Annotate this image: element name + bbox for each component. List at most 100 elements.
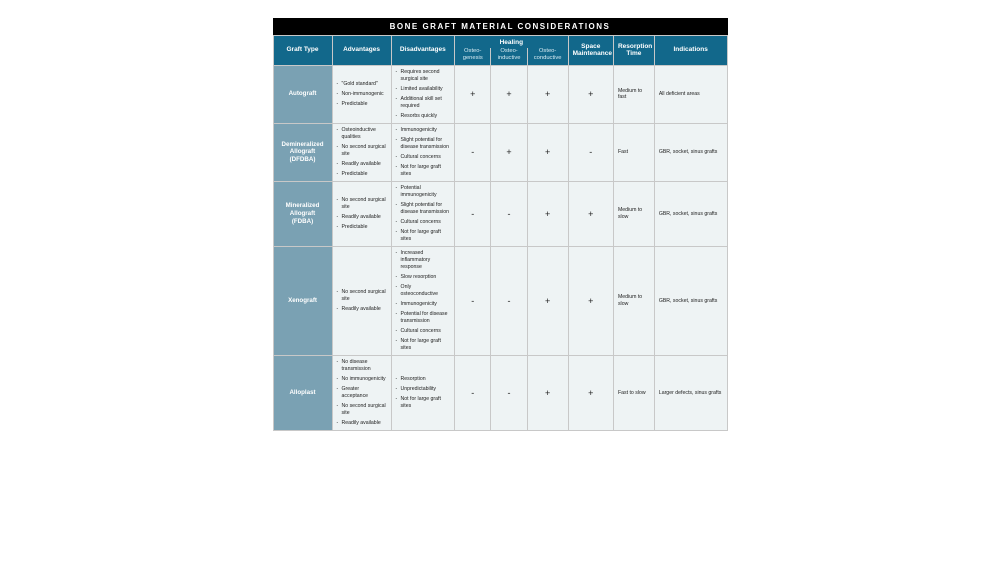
osteoconductive-cell: + bbox=[527, 65, 568, 123]
list-item: Increased inflammatory response bbox=[396, 250, 451, 274]
disadvantages-cell: ResorptionUnpredictabilityNot for large … bbox=[391, 356, 455, 431]
list-item: Potential for disease transmission bbox=[396, 311, 451, 328]
list-item: No second surgical site bbox=[337, 289, 387, 306]
list-item: Not for large graft sites bbox=[396, 396, 451, 410]
space-cell: + bbox=[568, 65, 613, 123]
table-row: AlloplastNo disease transmissionNo immun… bbox=[273, 356, 727, 431]
indications-cell: GBR, socket, sinus grafts bbox=[654, 247, 727, 356]
space-cell: + bbox=[568, 181, 613, 246]
osteoconductive-cell: + bbox=[527, 247, 568, 356]
advantages-cell: No second surgical siteReadily available bbox=[332, 247, 391, 356]
disadvantages-cell: ImmunogenicitySlight potential for disea… bbox=[391, 123, 455, 181]
disadvantages-cell: Requires second surgical siteLimited ava… bbox=[391, 65, 455, 123]
resorption-cell: Fast to slow bbox=[613, 356, 654, 431]
list-item: Only osteoconductive bbox=[396, 284, 451, 301]
table-container: BONE GRAFT MATERIAL CONSIDERATIONS Graft… bbox=[273, 18, 728, 431]
osteogenesis-cell: - bbox=[455, 356, 491, 431]
list-item: Predictable bbox=[337, 171, 387, 178]
col-indications: Indications bbox=[654, 36, 727, 66]
space-cell: + bbox=[568, 247, 613, 356]
list-item: "Gold standard" bbox=[337, 81, 387, 91]
list-item: No second surgical site bbox=[337, 144, 387, 161]
advantages-cell: No disease transmissionNo immunogenicity… bbox=[332, 356, 391, 431]
table-row: MineralizedAllograft(FDBA)No second surg… bbox=[273, 181, 727, 246]
list-item: Readily available bbox=[337, 306, 387, 313]
osteoinductive-cell: - bbox=[491, 181, 527, 246]
space-cell: - bbox=[568, 123, 613, 181]
resorption-cell: Fast bbox=[613, 123, 654, 181]
list-item: Greater acceptance bbox=[337, 386, 387, 403]
list-item: Non-immunogenic bbox=[337, 91, 387, 101]
list-item: Potential immunogenicity bbox=[396, 185, 451, 202]
graft-type-cell: Alloplast bbox=[273, 356, 332, 431]
list-item: Requires second surgical site bbox=[396, 69, 451, 86]
bone-graft-table: Graft Type Advantages Disadvantages Heal… bbox=[273, 35, 728, 431]
col-space: SpaceMaintenance bbox=[568, 36, 613, 66]
osteoinductive-cell: + bbox=[491, 65, 527, 123]
advantages-cell: No second surgical siteReadily available… bbox=[332, 181, 391, 246]
list-item: Slight potential for disease transmissio… bbox=[396, 137, 451, 154]
list-item: Slow resorption bbox=[396, 274, 451, 284]
col-osteoinductive: Osteo-inductive bbox=[491, 48, 527, 65]
list-item: No second surgical site bbox=[337, 403, 387, 420]
osteoconductive-cell: + bbox=[527, 356, 568, 431]
list-item: Osteoinductive qualities bbox=[337, 127, 387, 144]
advantages-cell: Osteoinductive qualitiesNo second surgic… bbox=[332, 123, 391, 181]
osteogenesis-cell: + bbox=[455, 65, 491, 123]
list-item: Cultural concerns bbox=[396, 328, 451, 338]
table-row: DemineralizedAllograft(DFDBA)Osteoinduct… bbox=[273, 123, 727, 181]
indications-cell: Larger defects, sinus grafts bbox=[654, 356, 727, 431]
resorption-cell: Medium to slow bbox=[613, 247, 654, 356]
list-item: Resorbs quickly bbox=[396, 113, 451, 120]
col-graft-type: Graft Type bbox=[273, 36, 332, 66]
col-disadvantages: Disadvantages bbox=[391, 36, 455, 66]
graft-type-cell: Autograft bbox=[273, 65, 332, 123]
col-osteogenesis: Osteo-genesis bbox=[455, 48, 491, 65]
resorption-cell: Medium to slow bbox=[613, 181, 654, 246]
list-item: No immunogenicity bbox=[337, 376, 387, 386]
list-item: Readily available bbox=[337, 420, 387, 427]
list-item: Additional skill set required bbox=[396, 96, 451, 113]
list-item: Readily available bbox=[337, 161, 387, 171]
osteogenesis-cell: - bbox=[455, 181, 491, 246]
list-item: Readily available bbox=[337, 214, 387, 224]
table-row: XenograftNo second surgical siteReadily … bbox=[273, 247, 727, 356]
osteoinductive-cell: - bbox=[491, 356, 527, 431]
table-header: Graft Type Advantages Disadvantages Heal… bbox=[273, 36, 727, 66]
list-item: Cultural concerns bbox=[396, 154, 451, 164]
disadvantages-cell: Increased inflammatory responseSlow reso… bbox=[391, 247, 455, 356]
osteogenesis-cell: - bbox=[455, 123, 491, 181]
list-item: Not for large graft sites bbox=[396, 338, 451, 352]
col-healing-group: Healing bbox=[455, 36, 568, 48]
list-item: No disease transmission bbox=[337, 359, 387, 376]
list-item: Resorption bbox=[396, 376, 451, 386]
list-item: Limited availability bbox=[396, 86, 451, 96]
table-body: Autograft"Gold standard"Non-immunogenicP… bbox=[273, 65, 727, 431]
list-item: Slight potential for disease transmissio… bbox=[396, 202, 451, 219]
disadvantages-cell: Potential immunogenicitySlight potential… bbox=[391, 181, 455, 246]
osteoinductive-cell: + bbox=[491, 123, 527, 181]
list-item: Not for large graft sites bbox=[396, 229, 451, 243]
advantages-cell: "Gold standard"Non-immunogenicPredictabl… bbox=[332, 65, 391, 123]
list-item: Immunogenicity bbox=[396, 301, 451, 311]
col-resorption: ResorptionTime bbox=[613, 36, 654, 66]
list-item: No second surgical site bbox=[337, 197, 387, 214]
col-advantages: Advantages bbox=[332, 36, 391, 66]
col-osteoconductive: Osteo-conductive bbox=[527, 48, 568, 65]
indications-cell: All deficient areas bbox=[654, 65, 727, 123]
list-item: Predictable bbox=[337, 101, 387, 108]
osteoinductive-cell: - bbox=[491, 247, 527, 356]
space-cell: + bbox=[568, 356, 613, 431]
title-bar: BONE GRAFT MATERIAL CONSIDERATIONS bbox=[273, 18, 728, 35]
graft-type-cell: Xenograft bbox=[273, 247, 332, 356]
list-item: Predictable bbox=[337, 224, 387, 231]
list-item: Cultural concerns bbox=[396, 219, 451, 229]
osteoconductive-cell: + bbox=[527, 123, 568, 181]
graft-type-cell: MineralizedAllograft(FDBA) bbox=[273, 181, 332, 246]
table-row: Autograft"Gold standard"Non-immunogenicP… bbox=[273, 65, 727, 123]
resorption-cell: Medium to fast bbox=[613, 65, 654, 123]
osteogenesis-cell: - bbox=[455, 247, 491, 356]
indications-cell: GBR, socket, sinus grafts bbox=[654, 123, 727, 181]
indications-cell: GBR, socket, sinus grafts bbox=[654, 181, 727, 246]
list-item: Immunogenicity bbox=[396, 127, 451, 137]
